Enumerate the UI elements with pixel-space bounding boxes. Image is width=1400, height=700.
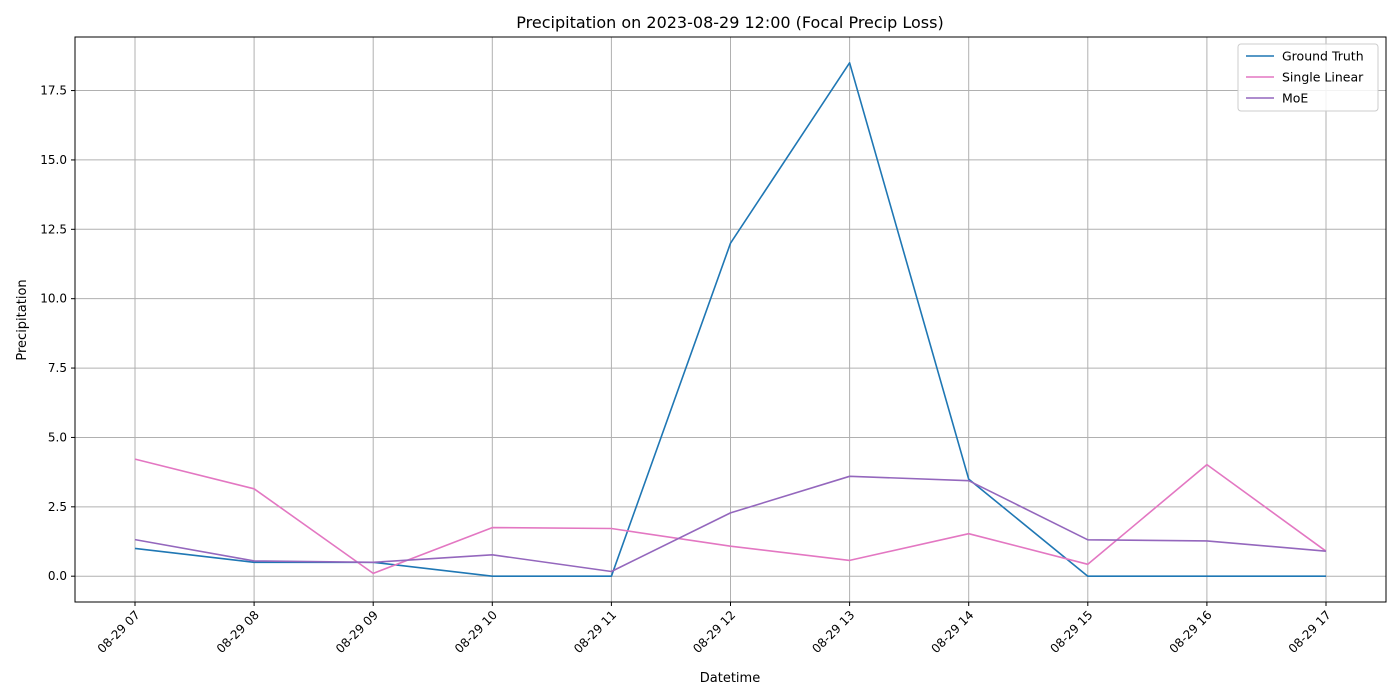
y-tick-label: 5.0 (48, 430, 67, 444)
y-axis-title: Precipitation (15, 279, 30, 360)
grid (75, 37, 1386, 602)
y-tick-label: 17.5 (40, 84, 67, 98)
series-lines (134, 61, 1327, 578)
legend-label: Ground Truth (1282, 49, 1364, 64)
y-tick-label: 2.5 (48, 500, 67, 514)
legend-label: Single Linear (1282, 70, 1364, 85)
y-tick-label: 10.0 (40, 292, 67, 306)
y-tick-label: 7.5 (48, 361, 67, 375)
y-tick-label: 12.5 (40, 222, 67, 236)
series-line-single-linear (134, 458, 1327, 575)
y-tick-label: 15.0 (40, 153, 67, 167)
series-line-moe (134, 475, 1327, 573)
chart-title: Precipitation on 2023-08-29 12:00 (Focal… (516, 13, 943, 32)
legend-label: MoE (1282, 91, 1308, 106)
legend-box (1237, 43, 1379, 112)
y-tick-label: 0.0 (48, 569, 67, 583)
x-axis-title: Datetime (700, 671, 760, 686)
legend: Ground Truth Single Linear MoE (1237, 43, 1379, 112)
